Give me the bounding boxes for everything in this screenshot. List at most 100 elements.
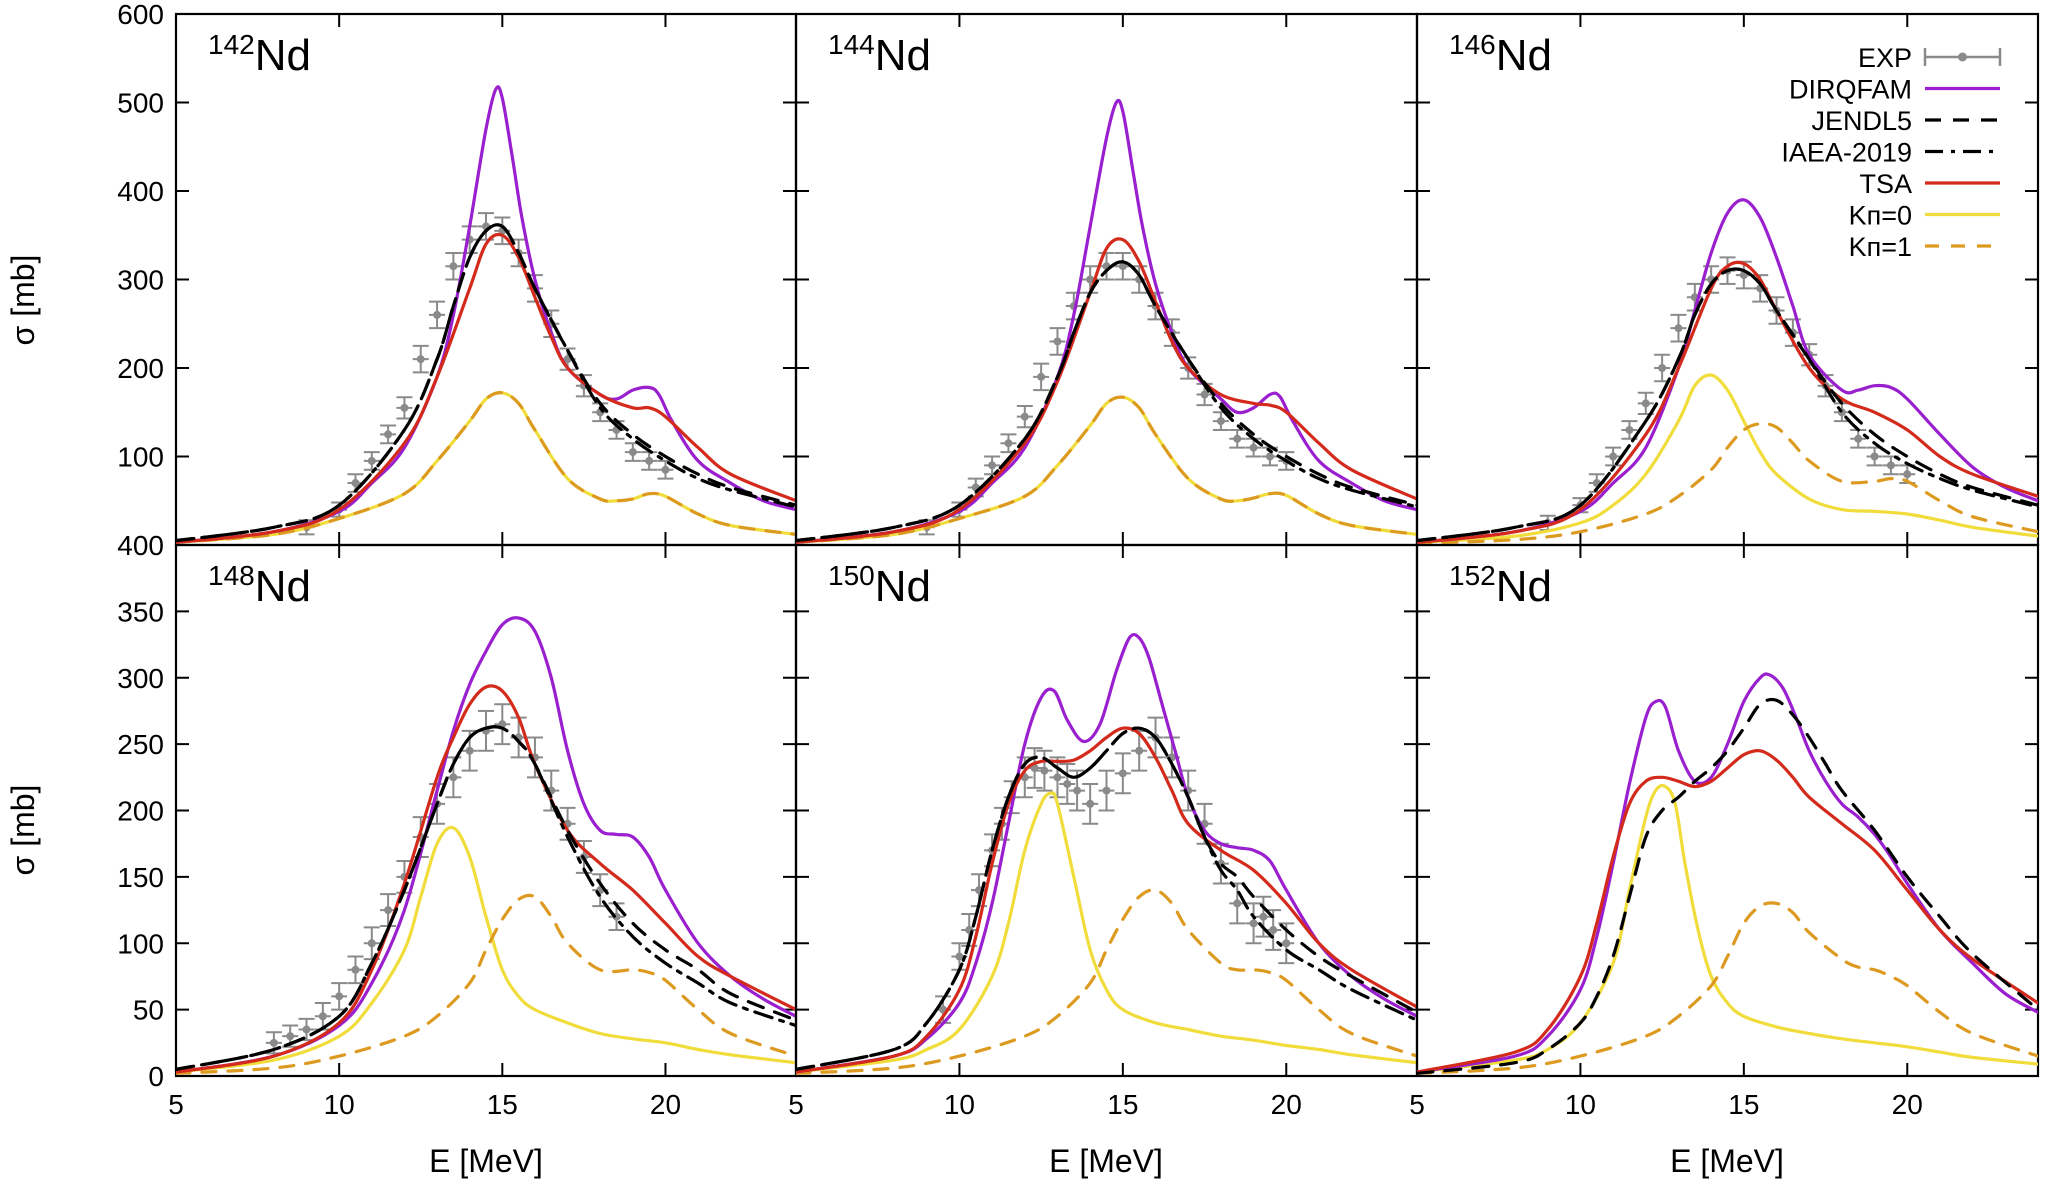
legend-entry-iaea: IAEA-2019 (1781, 138, 2000, 168)
series-k1 (796, 395, 1417, 544)
x-tick-label: 5 (788, 1089, 804, 1120)
legend-label: JENDL5 (1811, 106, 1912, 136)
series-tsa (176, 232, 796, 544)
series-k1 (1417, 422, 2038, 545)
x-tick-label: 10 (1565, 1089, 1596, 1120)
series-k1 (1417, 901, 2038, 1075)
x-tick-label: 20 (1271, 1089, 1302, 1120)
series-dirqfam (796, 633, 1417, 1074)
exp-point (1670, 313, 1687, 343)
series-k1 (176, 391, 796, 544)
ylabel-top-row: σ [mb] (5, 255, 41, 346)
y-tick-label: 150 (117, 862, 164, 893)
x-tick-label: 5 (1409, 1089, 1425, 1120)
plot-area (176, 85, 796, 544)
exp-point (1255, 895, 1272, 938)
y-tick-label: 400 (117, 176, 164, 207)
legend-entry-k1: Kᴨ=1 (1849, 232, 2000, 262)
series-jendl5 (1417, 267, 2038, 543)
series-iaea (796, 726, 1417, 1071)
series-jendl5 (176, 223, 796, 543)
series-iaea (1417, 267, 2038, 543)
panel-title: 146Nd (1449, 29, 1552, 80)
plot-area (796, 98, 1417, 544)
series-iaea (176, 725, 796, 1071)
y-tick-label: 500 (117, 88, 164, 119)
xlabel-panel-3: E [MeV] (1670, 1143, 1784, 1179)
plot-area (1417, 672, 2038, 1075)
x-tick-label: 15 (1728, 1089, 1759, 1120)
series-k1 (796, 888, 1417, 1075)
exp-point (1229, 882, 1246, 925)
exp-point (363, 451, 380, 471)
exp-point (1049, 327, 1066, 356)
x-tick-label: 10 (944, 1089, 975, 1120)
exp-point (1059, 763, 1076, 805)
exp-point (1245, 902, 1262, 945)
exp-point (1082, 782, 1099, 825)
x-tick-label: 20 (650, 1089, 681, 1120)
exp-point (1637, 391, 1654, 416)
plot-area (796, 633, 1417, 1075)
series-jendl5 (796, 260, 1417, 543)
exp-point (1098, 769, 1115, 812)
exp-point (412, 344, 429, 374)
series-dirqfam (176, 85, 796, 544)
y-tick-label: 0 (148, 1061, 164, 1092)
panel-142nd: 100 200 300 400 500 600 142Nd (117, 0, 798, 547)
series-jendl5 (1417, 697, 2038, 1075)
series-dirqfam (1417, 672, 2038, 1074)
legend-label: Kᴨ=1 (1849, 232, 1912, 262)
legend-label: IAEA-2019 (1781, 138, 1912, 168)
exp-point (363, 926, 380, 961)
exp-point (1654, 353, 1671, 383)
exp-point (429, 300, 446, 330)
panel-146nd: 146Nd (1415, 12, 2040, 547)
exp-point (298, 1017, 315, 1042)
exp-point (1033, 362, 1050, 392)
exp-point (624, 442, 641, 462)
exp-point (984, 455, 1001, 476)
panel-152nd: 5 10 15 20 152Nd (1409, 543, 2040, 1120)
series-k0 (1417, 783, 2038, 1074)
exp-point (1026, 747, 1043, 789)
y-tick-label: 50 (133, 995, 164, 1026)
y-tick-label: 300 (117, 265, 164, 296)
series-jendl5 (176, 725, 796, 1071)
panel-144nd: 144Nd (794, 12, 1419, 547)
exp-point (1229, 428, 1246, 449)
plot-frame (174, 543, 798, 1078)
y-tick-label: 600 (117, 0, 164, 30)
series-k1 (176, 893, 796, 1075)
exp-point (1016, 405, 1033, 429)
y-tick-label: 300 (117, 663, 164, 694)
y-tick-label: 350 (117, 596, 164, 627)
y-tick-label: 400 (117, 530, 164, 561)
exp-point (331, 982, 348, 1011)
panel-title: 150Nd (828, 560, 931, 611)
exp-point (1131, 729, 1148, 772)
panel-title: 152Nd (1449, 560, 1552, 611)
exp-point (494, 216, 511, 246)
x-tick-label: 15 (487, 1089, 518, 1120)
series-tsa (1417, 748, 2038, 1074)
legend-entry-dirqfam: DIRQFAM (1789, 75, 2000, 105)
series-tsa (796, 237, 1417, 544)
legend-label: Kᴨ=0 (1849, 201, 1912, 231)
exp-point (526, 736, 543, 779)
legend-entry-jendl5: JENDL5 (1811, 106, 2000, 136)
exp-point (1114, 251, 1131, 281)
plot-area (176, 616, 796, 1075)
series-tsa (796, 726, 1417, 1074)
exp-point (1000, 433, 1017, 454)
x-tick-label: 10 (324, 1089, 355, 1120)
y-tick-label: 200 (117, 353, 164, 384)
exp-point (396, 396, 413, 420)
plot-frame (1415, 543, 2040, 1078)
series-tsa (176, 684, 796, 1074)
series-dirqfam (1417, 198, 2038, 544)
legend-entry-k0: Kᴨ=0 (1849, 201, 2000, 231)
series-k0 (1417, 373, 2038, 544)
